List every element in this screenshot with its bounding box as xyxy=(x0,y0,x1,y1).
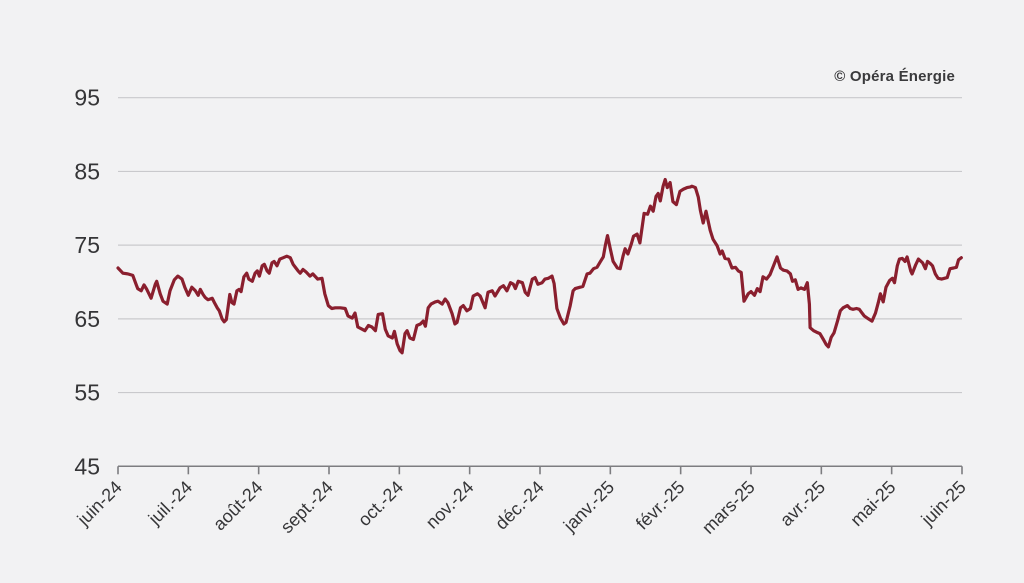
y-tick-label: 75 xyxy=(74,232,100,258)
watermark: © Opéra Énergie xyxy=(834,68,955,85)
x-tick-label: nov.-24 xyxy=(422,477,478,533)
x-tick-label: déc.-24 xyxy=(491,477,548,534)
price-line xyxy=(116,177,963,355)
x-tick-label: juin-24 xyxy=(73,477,126,530)
y-tick-label: 45 xyxy=(74,453,100,479)
x-tick-label: mai-25 xyxy=(846,477,899,530)
y-tick-label: 95 xyxy=(74,85,100,111)
x-tick-label: avr.-25 xyxy=(776,477,829,530)
x-tick-label: sept.-24 xyxy=(277,477,337,537)
x-tick-label: mars-25 xyxy=(698,477,759,538)
x-tick-label: juin-25 xyxy=(917,477,970,530)
x-tick-label: oct.-24 xyxy=(354,477,407,530)
x-tick-label: janv.-25 xyxy=(559,477,618,536)
y-tick-label: 85 xyxy=(74,158,100,184)
x-tick-label: juil.-24 xyxy=(144,477,196,529)
y-tick-label: 55 xyxy=(74,380,100,406)
x-tick-label: août-24 xyxy=(209,477,266,534)
x-tick-label: févr.-25 xyxy=(632,477,689,534)
y-tick-label: 65 xyxy=(74,306,100,332)
